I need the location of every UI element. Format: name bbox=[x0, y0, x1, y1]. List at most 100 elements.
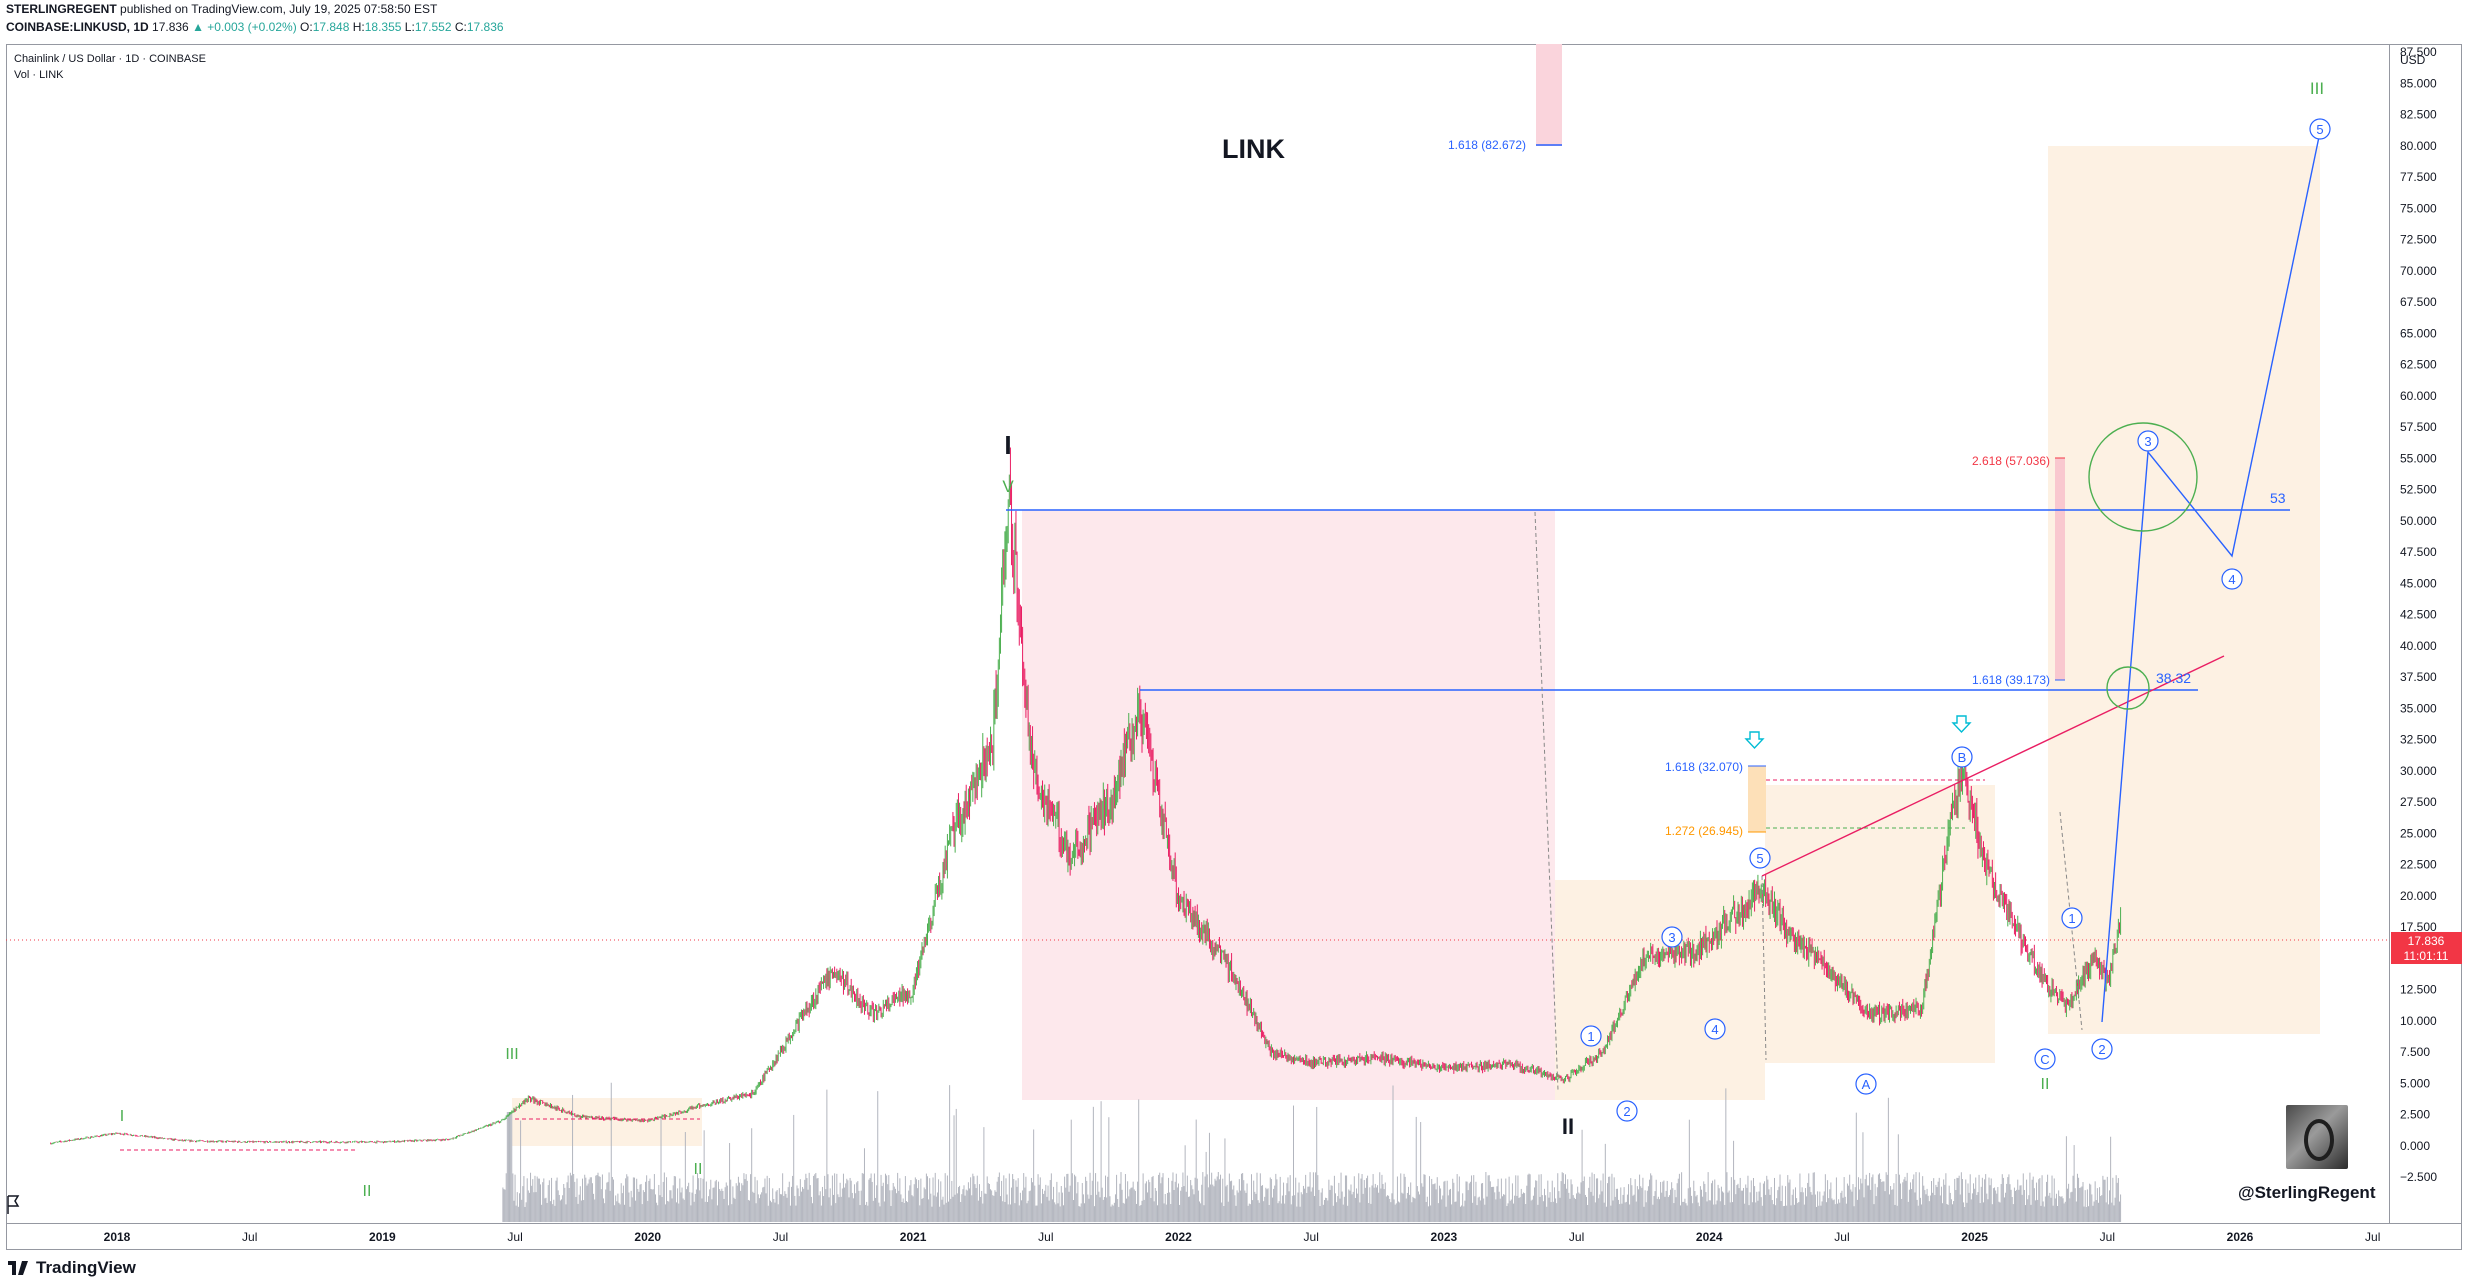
price-tick-label: 40.000 bbox=[2400, 639, 2437, 653]
circled-4-target-text: 4 bbox=[2228, 572, 2235, 587]
price-tick-label: 47.500 bbox=[2400, 545, 2437, 559]
last-price: 17.836 bbox=[152, 20, 189, 34]
price-tick-label: 80.000 bbox=[2400, 139, 2437, 153]
circled-5-target-text: 5 bbox=[2316, 122, 2323, 137]
last-price-tag-value: 17.836 bbox=[2408, 934, 2445, 948]
price-tick-label: 17.500 bbox=[2400, 920, 2437, 934]
peach-zone-2023 bbox=[1555, 880, 1765, 1100]
avatar bbox=[2286, 1105, 2348, 1169]
fib-1272-label: 1.272 (26.945) bbox=[1665, 824, 1743, 838]
target-circle-lower bbox=[2106, 666, 2150, 710]
circled-4-target: 4 bbox=[2221, 568, 2243, 590]
orange-zone-1272 bbox=[1748, 766, 1766, 832]
price-candles bbox=[50, 447, 2122, 1145]
circled-2-2023: 2 bbox=[1616, 1100, 1638, 1122]
circled-2-2025: 2 bbox=[2091, 1038, 2113, 1060]
fib-1618-low-label: 1.618 (32.070) bbox=[1665, 760, 1743, 774]
currency-label: USD bbox=[2400, 53, 2426, 67]
tradingview-logo[interactable]: TradingView bbox=[8, 1258, 136, 1278]
circled-5-2024-text: 5 bbox=[1756, 851, 1763, 866]
circled-A-2024-text: A bbox=[1862, 1077, 1871, 1092]
time-tick-label: Jul bbox=[1569, 1230, 1584, 1244]
circled-4-2023-text: 4 bbox=[1711, 1022, 1718, 1037]
minor-II-2018-label: II bbox=[363, 1183, 372, 1200]
chart-pane[interactable] bbox=[6, 44, 2390, 1224]
circled-1-2023: 1 bbox=[1580, 1025, 1602, 1047]
high-label: H: bbox=[352, 20, 365, 34]
time-tick-label: Jul bbox=[507, 1230, 522, 1244]
last-price-tag-countdown: 11:01:11 bbox=[2404, 949, 2449, 963]
level-3832-label: 38.32 bbox=[2156, 670, 2191, 686]
symbol-line: COINBASE:LINKUSD, 1D 17.836 ▲ +0.003 (+0… bbox=[6, 20, 504, 34]
pink-zone-top bbox=[1536, 44, 1562, 146]
circled-5-target: 5 bbox=[2309, 118, 2331, 140]
price-tick-label: 77.500 bbox=[2400, 170, 2437, 184]
time-tick-label: 2026 bbox=[2227, 1230, 2254, 1244]
price-change: ▲ +0.003 (+0.02%) bbox=[192, 20, 297, 34]
price-tick-label: 67.500 bbox=[2400, 295, 2437, 309]
minor-I-2018-label: I bbox=[120, 1108, 124, 1125]
price-tick-label: 45.000 bbox=[2400, 576, 2437, 590]
open-label: O: bbox=[300, 20, 313, 34]
time-tick-label: Jul bbox=[1834, 1230, 1849, 1244]
price-tick-label: 7.500 bbox=[2400, 1045, 2430, 1059]
circled-2-2023-text: 2 bbox=[1623, 1104, 1630, 1119]
price-tick-label: 10.000 bbox=[2400, 1014, 2437, 1028]
time-tick-label: 2022 bbox=[1165, 1230, 1192, 1244]
price-tick-label: 37.500 bbox=[2400, 670, 2437, 684]
low-value: 17.552 bbox=[414, 20, 452, 34]
price-tick-label: 57.500 bbox=[2400, 420, 2437, 434]
author-watermark: @SterlingRegent bbox=[2238, 1183, 2376, 1202]
price-tick-label: 12.500 bbox=[2400, 983, 2437, 997]
circled-C-2025: C bbox=[2034, 1048, 2056, 1070]
peach-zone-2019 bbox=[512, 1098, 702, 1146]
minor-II-2020-label: II bbox=[694, 1161, 703, 1178]
price-tick-label: 65.000 bbox=[2400, 326, 2437, 340]
price-tick-label: −2.500 bbox=[2400, 1170, 2437, 1184]
price-tick-label: 85.000 bbox=[2400, 76, 2437, 90]
time-tick-label: 2023 bbox=[1431, 1230, 1458, 1244]
time-tick-label: Jul bbox=[1038, 1230, 1053, 1244]
price-tick-label: 20.000 bbox=[2400, 889, 2437, 903]
price-tick-label: 52.500 bbox=[2400, 483, 2437, 497]
price-axis[interactable] bbox=[2390, 44, 2462, 1224]
volume-bars bbox=[502, 1082, 2122, 1222]
wave-II-label: II bbox=[1562, 1114, 1574, 1139]
fib-2618-label: 2.618 (57.036) bbox=[1972, 454, 2050, 468]
peach-zone-projection bbox=[2048, 146, 2320, 1034]
price-tick-label: 42.500 bbox=[2400, 608, 2437, 622]
close-label: C: bbox=[454, 20, 467, 34]
time-axis[interactable] bbox=[6, 1224, 2462, 1250]
wave-I-label: I bbox=[1004, 430, 1011, 460]
time-tick-label: Jul bbox=[773, 1230, 788, 1244]
price-tick-label: 87.500 bbox=[2400, 45, 2437, 59]
time-tick-label: Jul bbox=[1304, 1230, 1319, 1244]
price-tick-label: 82.500 bbox=[2400, 108, 2437, 122]
flag-icon[interactable] bbox=[7, 1195, 20, 1214]
circled-3-2023: 3 bbox=[1661, 926, 1683, 948]
price-tick-label: 22.500 bbox=[2400, 858, 2437, 872]
publisher-name[interactable]: STERLINGREGENT bbox=[6, 2, 117, 16]
publisher-line: STERLINGREGENT published on TradingView.… bbox=[6, 2, 437, 16]
circled-5-2024: 5 bbox=[1749, 847, 1771, 869]
symbol-name[interactable]: COINBASE:LINKUSD, 1D bbox=[6, 20, 149, 34]
price-tick-label: 35.000 bbox=[2400, 701, 2437, 715]
circled-1-2025: 1 bbox=[2061, 907, 2083, 929]
price-tick-label: 30.000 bbox=[2400, 764, 2437, 778]
minor-V-label: V bbox=[1002, 477, 1014, 496]
price-tick-label: 70.000 bbox=[2400, 264, 2437, 278]
circled-B-2024: B bbox=[1951, 746, 1973, 768]
price-tick-label: 72.500 bbox=[2400, 233, 2437, 247]
circled-2-2025-text: 2 bbox=[2098, 1042, 2105, 1057]
volume-indicator-label[interactable]: Vol · LINK bbox=[14, 69, 64, 81]
price-tick-label: 50.000 bbox=[2400, 514, 2437, 528]
time-tick-label: 2019 bbox=[369, 1230, 396, 1244]
dashed-grey-1 bbox=[1534, 511, 1559, 1091]
price-tick-label: 2.500 bbox=[2400, 1108, 2430, 1122]
high-value: 18.355 bbox=[364, 20, 402, 34]
circled-A-2024: A bbox=[1855, 1073, 1877, 1095]
minor-III-2019-label: III bbox=[505, 1046, 518, 1063]
price-tick-label: 32.500 bbox=[2400, 733, 2437, 747]
circled-4-2023: 4 bbox=[1704, 1018, 1726, 1040]
